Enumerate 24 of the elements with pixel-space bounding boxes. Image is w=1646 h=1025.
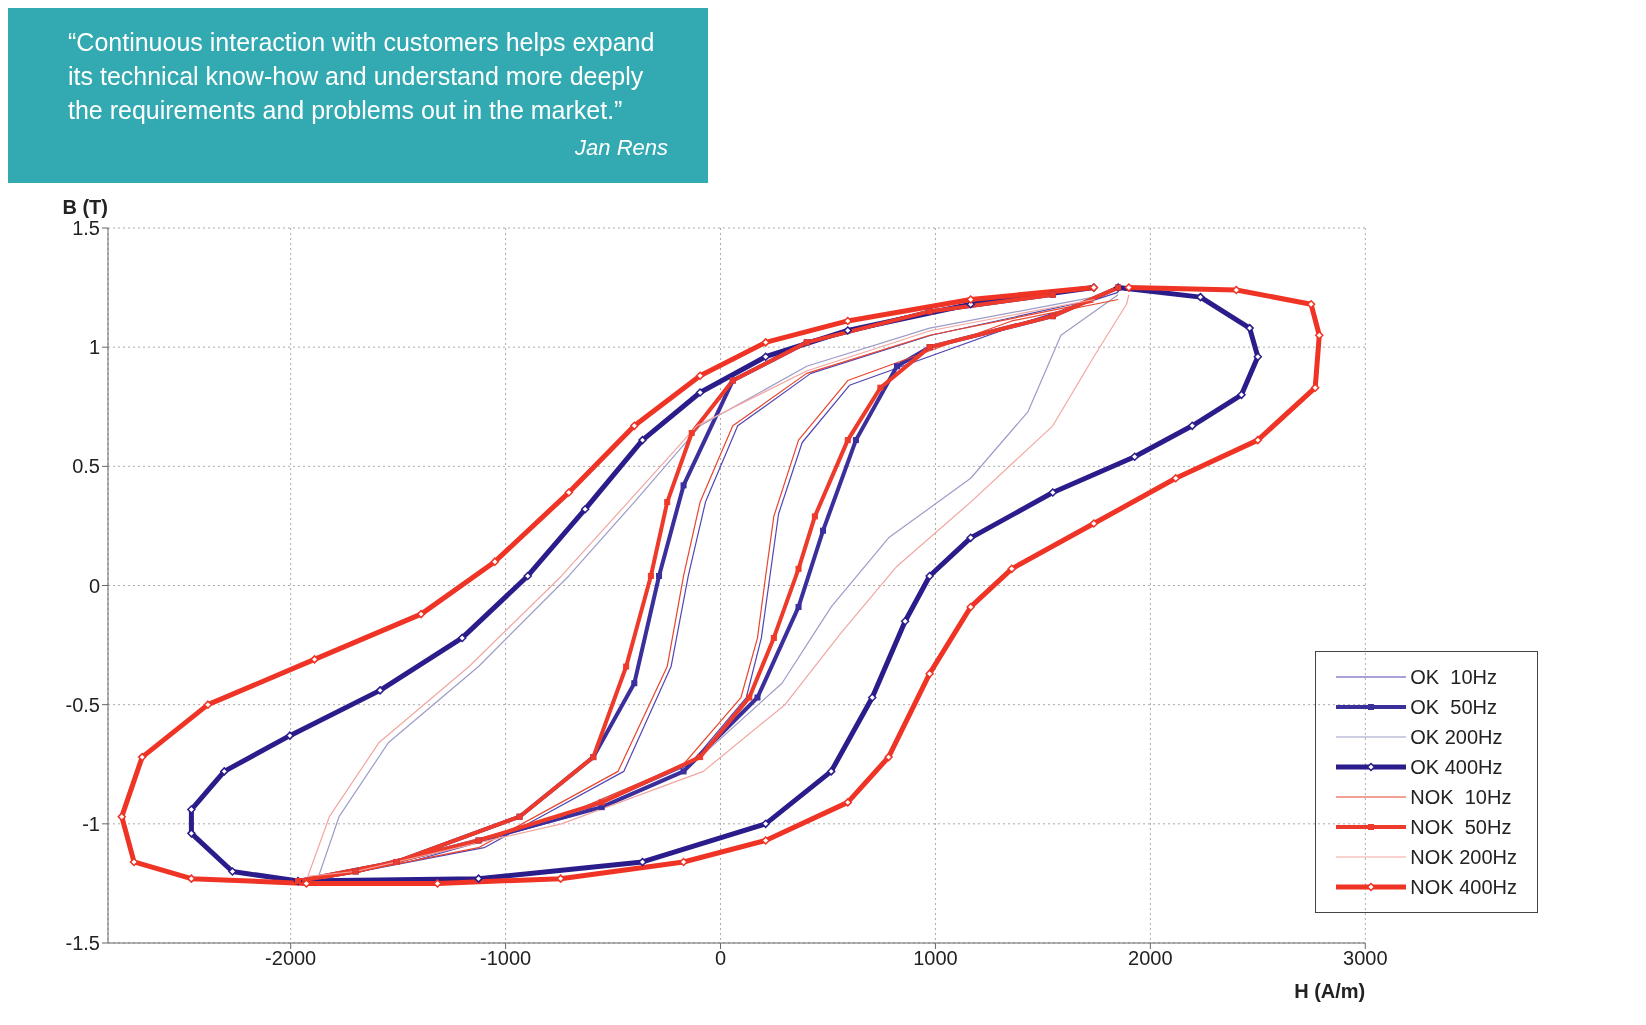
legend-label: NOK 10Hz	[1410, 785, 1512, 809]
x-tick-label: -1000	[480, 947, 532, 970]
y-axis-title: B (T)	[62, 196, 108, 219]
legend-label: OK 10Hz	[1410, 665, 1497, 689]
y-tick-label: 1.5	[72, 217, 100, 240]
legend-label: NOK 200Hz	[1410, 845, 1517, 869]
y-tick-label: -1.5	[65, 932, 100, 955]
x-axis-title: H (A/m)	[1294, 980, 1366, 1002]
legend-label: NOK 50Hz	[1410, 815, 1512, 839]
y-tick-label: 0.5	[72, 455, 100, 478]
y-tick-label: 0	[88, 574, 100, 597]
x-tick-label: 3000	[1343, 947, 1388, 970]
y-tick-label: 1	[88, 336, 100, 359]
x-tick-label: 1000	[913, 947, 958, 970]
x-tick-label: 2000	[1128, 947, 1173, 970]
legend-label: OK 50Hz	[1410, 695, 1497, 719]
legend-label: OK 400Hz	[1410, 755, 1503, 779]
y-tick-label: -1	[82, 812, 100, 835]
x-tick-label: 0	[714, 947, 727, 970]
legend-label: NOK 400Hz	[1410, 875, 1517, 899]
x-tick-label: -2000	[265, 947, 317, 970]
quote-box: “Continuous interaction with customers helps expand its technical know-how and understand more deeply the requirements and problems out in the market.” Jan Rens	[8, 8, 708, 183]
y-tick-label: -0.5	[65, 693, 100, 716]
legend-label: OK 200Hz	[1410, 725, 1503, 749]
